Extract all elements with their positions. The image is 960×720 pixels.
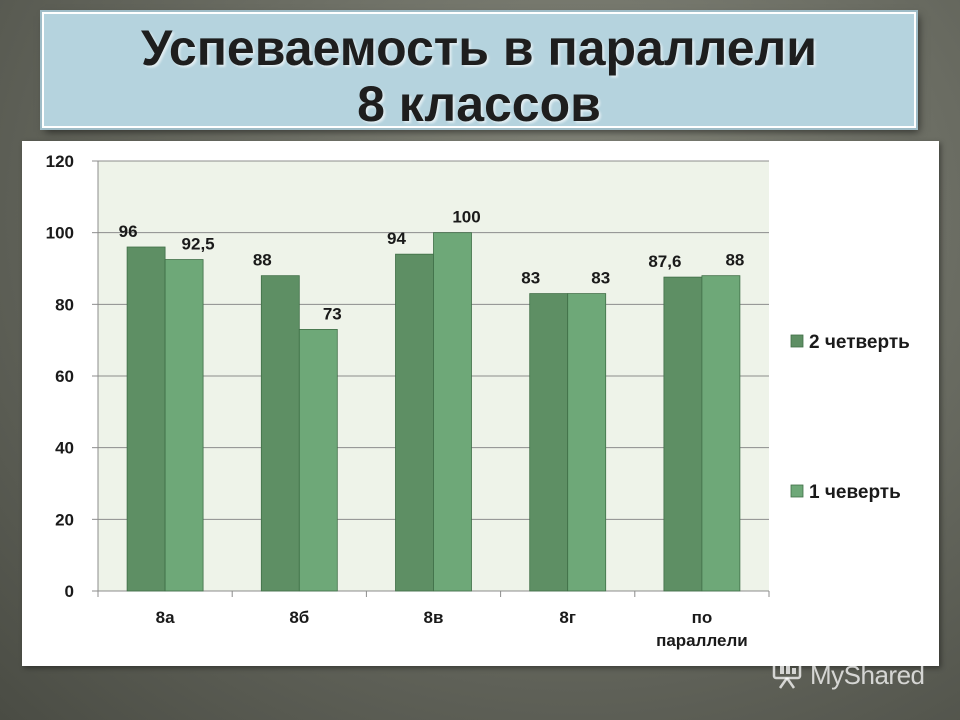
- y-tick-label: 40: [55, 439, 74, 458]
- x-tick-label: 8г: [559, 608, 576, 627]
- title-line-1: Успеваемость в параллели: [140, 20, 818, 76]
- data-label: 83: [591, 269, 610, 288]
- data-label: 73: [323, 304, 342, 323]
- bar: [701, 275, 741, 592]
- x-tick-label: параллели: [656, 631, 748, 650]
- x-tick-label: 8б: [289, 608, 309, 627]
- y-tick-label: 80: [55, 295, 74, 314]
- x-tick-label: 8а: [156, 608, 175, 627]
- data-label: 96: [119, 222, 138, 241]
- data-label: 83: [521, 269, 540, 288]
- bar: [567, 293, 607, 592]
- legend-swatch: [790, 334, 804, 348]
- x-tick-label: 8в: [424, 608, 444, 627]
- bar: [433, 232, 472, 592]
- bar: [529, 293, 569, 592]
- legend-swatch: [790, 484, 804, 498]
- watermark-text: MyShared: [810, 660, 925, 690]
- y-tick-label: 60: [55, 367, 74, 386]
- legend-label: 1 чеверть: [809, 482, 901, 503]
- bar: [395, 253, 434, 592]
- bar: [126, 246, 166, 592]
- myshared-logo-icon: [772, 658, 802, 689]
- bar: [260, 275, 300, 592]
- bar: [298, 329, 338, 592]
- y-tick-label: 100: [46, 224, 74, 243]
- title-line-2: 8 классов: [357, 76, 601, 132]
- y-tick-label: 120: [46, 152, 74, 171]
- y-tick-label: 0: [65, 582, 74, 601]
- slide-title: Успеваемость в параллели 8 классов: [42, 12, 916, 132]
- legend-label: 2 четверть: [809, 332, 910, 353]
- y-tick-label: 20: [55, 510, 74, 529]
- data-label: 88: [253, 251, 272, 270]
- chart-panel: 0 20 40 60 80 100 120 96 92,5 8а 88 73 8б 94 100 8в 83 83…: [22, 141, 939, 666]
- bar-chart: 0 20 40 60 80 100 120 96 92,5 8а 88 73 8б 94 100 8в 83 83…: [46, 152, 910, 650]
- data-label: 100: [452, 208, 480, 227]
- data-label: 88: [725, 251, 744, 270]
- x-tick-label: по: [692, 608, 713, 627]
- data-label: 92,5: [182, 235, 215, 254]
- bar: [663, 276, 703, 592]
- myshared-watermark: MyShared: [768, 654, 948, 694]
- data-label: 87,6: [648, 252, 681, 271]
- bar: [164, 259, 204, 592]
- data-label: 94: [387, 229, 406, 248]
